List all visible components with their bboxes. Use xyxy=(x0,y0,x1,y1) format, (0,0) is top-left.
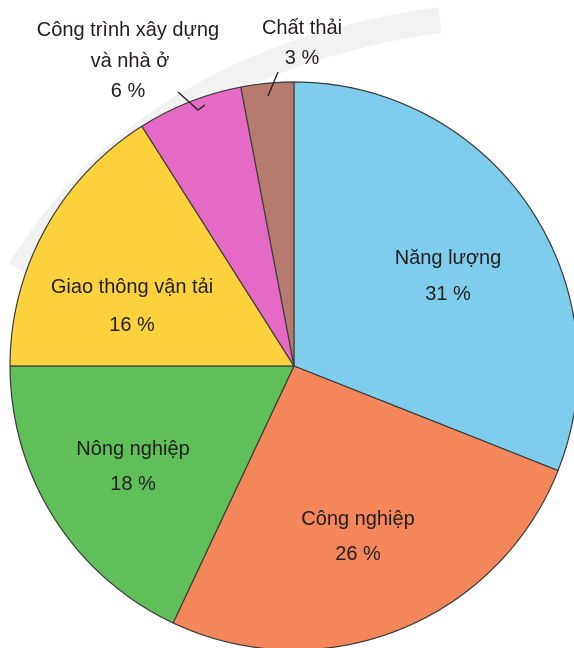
slice-label-energy: Năng lượng xyxy=(395,247,502,269)
slice-value-waste: 3 % xyxy=(285,47,320,69)
slice-label-waste: Chất thải xyxy=(262,17,342,39)
slice-label-industry: Công nghiệp xyxy=(301,508,414,530)
slice-label-construction-line1: Công trình xây dựng xyxy=(37,19,219,41)
slice-value-energy: 31 % xyxy=(425,283,471,305)
slice-value-industry: 26 % xyxy=(335,543,381,565)
slice-label-agriculture: Nông nghiệp xyxy=(76,438,189,460)
slice-label-transport: Giao thông vận tải xyxy=(51,276,213,298)
slice-value-transport: 16 % xyxy=(109,314,155,336)
slice-value-agriculture: 18 % xyxy=(110,473,156,495)
slice-label-construction-line2: và nhà ở xyxy=(91,50,170,72)
slice-value-construction: 6 % xyxy=(111,80,146,102)
pie-slices xyxy=(10,82,574,648)
